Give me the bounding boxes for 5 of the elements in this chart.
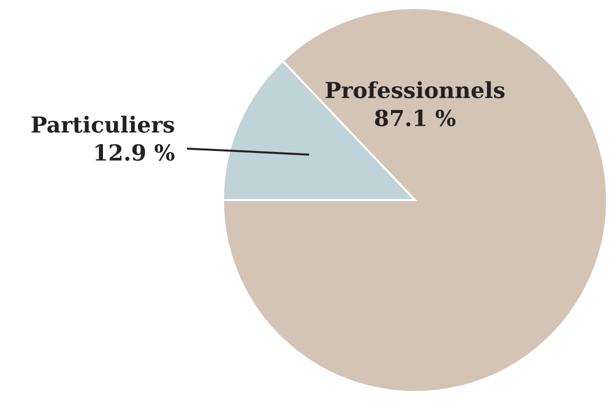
slice-label: Professionnels bbox=[324, 78, 506, 104]
data-label: 87.1 % bbox=[374, 106, 456, 132]
data-label: 12.9 % bbox=[92, 140, 176, 167]
pie-slice bbox=[222, 7, 608, 393]
slice-label: Particuliers bbox=[30, 112, 175, 139]
